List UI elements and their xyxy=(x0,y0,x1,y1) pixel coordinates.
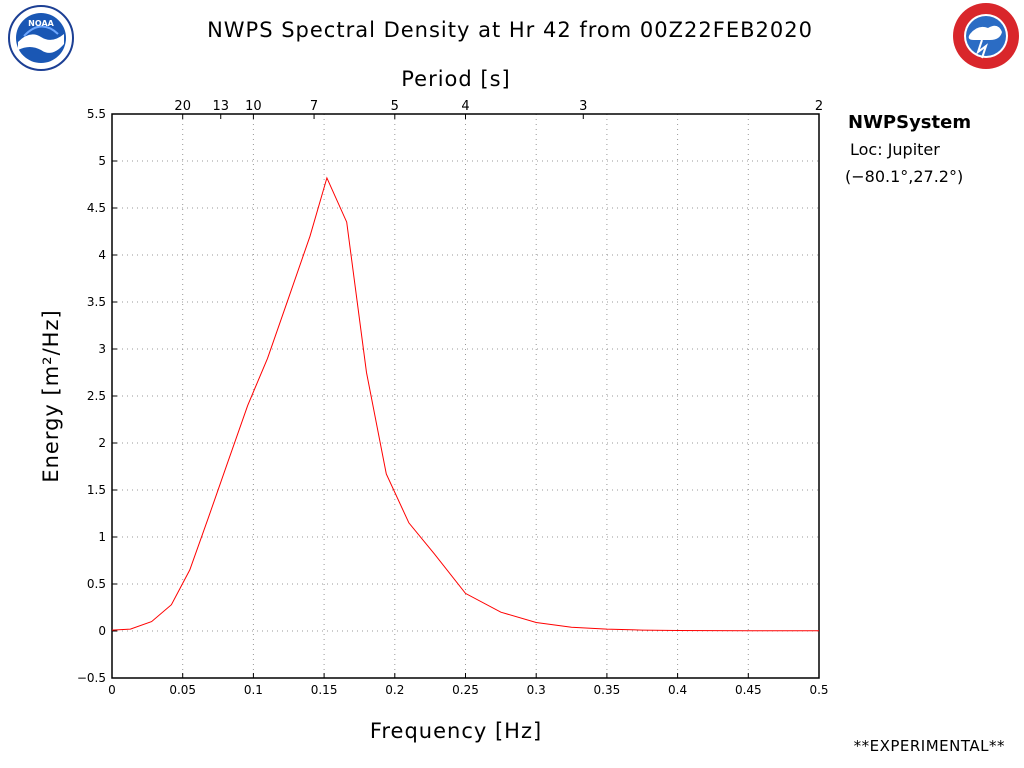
x-tick-label: 0 xyxy=(108,683,116,697)
period-tick-label: 4 xyxy=(461,99,469,114)
x-tick-label: 0.25 xyxy=(452,683,479,697)
y-tick-label: 0.5 xyxy=(87,577,106,591)
period-tick-label: 10 xyxy=(245,99,262,114)
y-tick-label: 2.5 xyxy=(87,389,106,403)
x-tick-label: 0.5 xyxy=(809,683,828,697)
period-tick-label: 2 xyxy=(815,99,823,114)
x-tick-label: 0.05 xyxy=(169,683,196,697)
period-tick-label: 20 xyxy=(174,99,191,114)
x-tick-label: 0.3 xyxy=(527,683,546,697)
coords-label: (−80.1°,27.2°) xyxy=(845,167,963,186)
period-tick-label: 7 xyxy=(310,99,318,114)
y-axis-label: Energy [m²/Hz] xyxy=(39,309,63,482)
x-axis-label: Frequency [Hz] xyxy=(370,719,542,743)
x-ticks: 0 0.05 0.1 0.15 0.2 0.25 0.3 0.35 0.4 0.45 0.5 xyxy=(108,673,829,697)
y-tick-label: 3.5 xyxy=(87,295,106,309)
svg-text:NOAA: NOAA xyxy=(28,19,54,28)
period-tick-label: 13 xyxy=(212,99,229,114)
y-tick-label: −0.5 xyxy=(77,671,106,685)
y-tick-label: 4.5 xyxy=(87,201,106,215)
y-tick-label: 4 xyxy=(98,248,106,262)
period-ticks: 20 13 10 7 5 4 3 2 xyxy=(174,99,823,119)
location-label: Loc: Jupiter xyxy=(850,140,940,159)
y-tick-label: 5 xyxy=(98,154,106,168)
y-tick-label: 0 xyxy=(98,624,106,638)
y-tick-label: 3 xyxy=(98,342,106,356)
experimental-note: **EXPERIMENTAL** xyxy=(854,737,1005,755)
y-tick-label: 1 xyxy=(98,530,106,544)
x-tick-label: 0.35 xyxy=(594,683,621,697)
x-tick-label: 0.15 xyxy=(311,683,338,697)
x-tick-label: 0.1 xyxy=(244,683,263,697)
period-axis-label: Period [s] xyxy=(401,67,510,91)
energy-series-line xyxy=(111,176,820,632)
y-tick-label: 5.5 xyxy=(87,107,106,121)
noaa-logo: NOAA xyxy=(8,5,74,71)
chart-title: NWPS Spectral Density at Hr 42 from 00Z2… xyxy=(207,18,813,42)
x-tick-label: 0.2 xyxy=(385,683,404,697)
nws-logo xyxy=(953,3,1019,69)
x-tick-label: 0.45 xyxy=(735,683,762,697)
x-tick-label: 0.4 xyxy=(668,683,687,697)
system-label: NWPSystem xyxy=(848,112,971,133)
y-ticks: −0.5 0 0.5 1 1.5 2 2.5 3 3.5 4 4.5 5 5.5 xyxy=(77,107,117,685)
y-tick-label: 1.5 xyxy=(87,483,106,497)
y-tick-label: 2 xyxy=(98,436,106,450)
period-tick-label: 5 xyxy=(391,99,399,114)
period-tick-label: 3 xyxy=(579,99,587,114)
